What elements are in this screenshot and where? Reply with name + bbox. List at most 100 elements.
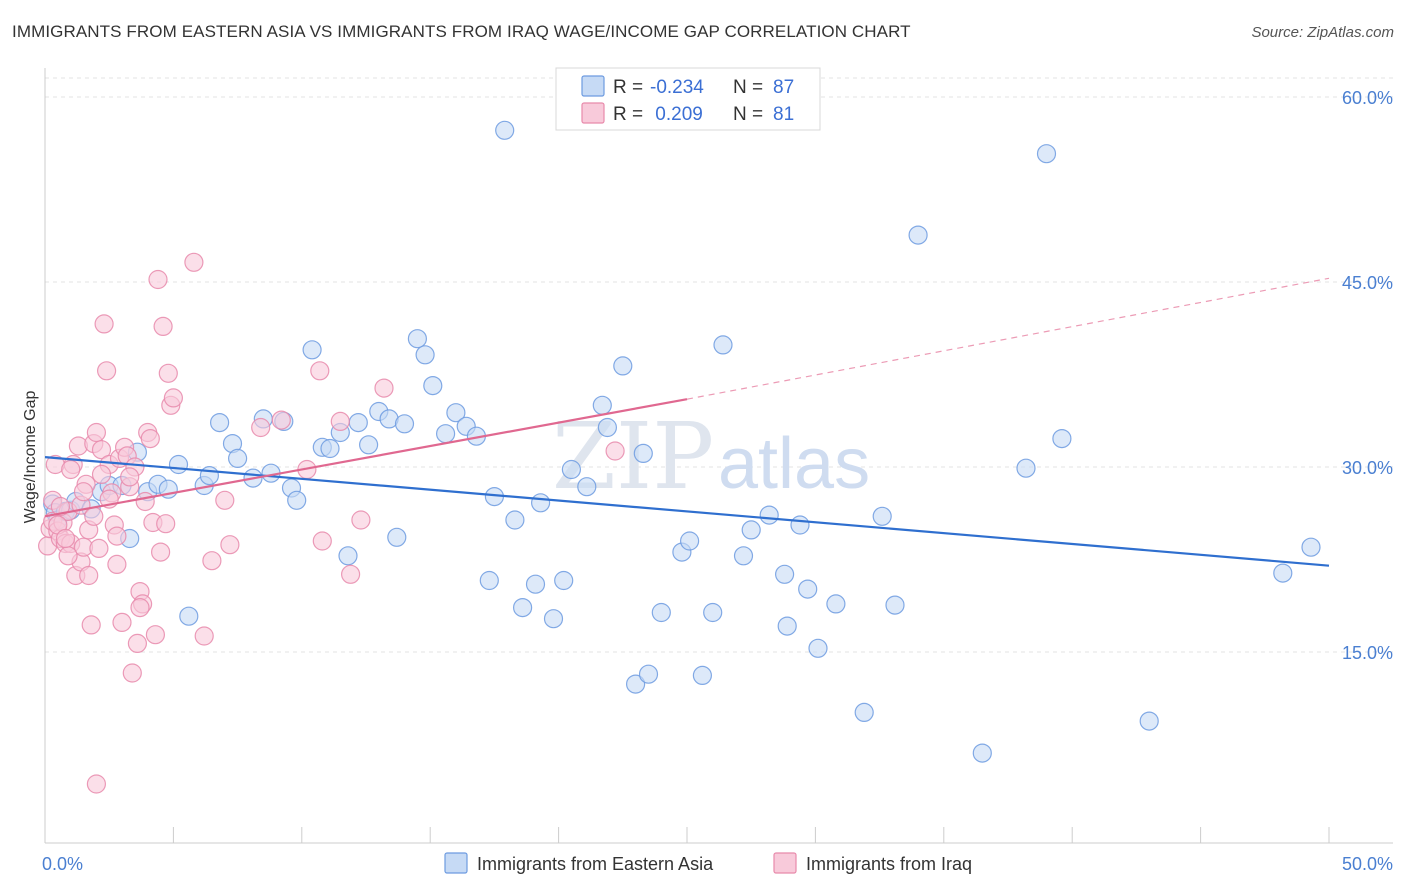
point-eastern-asia-15 [168, 454, 189, 475]
point-eastern-asia-73 [777, 616, 797, 636]
point-iraq-66 [605, 441, 625, 461]
point-iraq-38 [135, 491, 155, 512]
point-iraq-17 [81, 615, 101, 635]
point-iraq-78 [91, 464, 112, 484]
point-eastern-asia-79 [872, 506, 892, 526]
point-eastern-asia-18 [199, 466, 219, 486]
point-eastern-asia-28 [302, 340, 322, 360]
stats-legend: R = -0.234 N = 87 R = 0.209 N = 81 [555, 67, 821, 131]
point-eastern-asia-34 [359, 435, 379, 455]
point-iraq-42 [145, 625, 165, 645]
legend-n-value-1: 87 [773, 77, 794, 98]
point-eastern-asia-81 [908, 225, 928, 245]
point-eastern-asia-84 [1036, 144, 1057, 164]
point-eastern-asia-27 [287, 490, 307, 510]
point-eastern-asia-85 [1052, 429, 1072, 449]
point-eastern-asia-33 [348, 413, 368, 433]
point-eastern-asia-54 [554, 570, 574, 591]
point-eastern-asia-72 [774, 564, 795, 584]
point-eastern-asia-56 [577, 477, 597, 497]
legend-r-label-2: R = [613, 104, 643, 125]
point-iraq-46 [156, 514, 176, 534]
point-eastern-asia-67 [703, 602, 723, 623]
point-iraq-60 [310, 361, 330, 381]
bottom-legend-label-eastern-asia: Immigrants from Eastern Asia [477, 854, 714, 874]
point-eastern-asia-65 [679, 531, 700, 551]
point-eastern-asia-43 [446, 403, 466, 423]
point-eastern-asia-86 [1139, 711, 1159, 731]
point-iraq-35 [127, 633, 147, 654]
legend-swatch-eastern-asia [581, 75, 605, 97]
x-tick-label-1: 50.0% [1342, 854, 1393, 874]
point-iraq-56 [194, 626, 214, 646]
point-iraq-69 [58, 546, 78, 566]
trend-extension-iraq [686, 277, 1330, 400]
point-iraq-67 [61, 459, 81, 480]
point-eastern-asia-83 [1016, 458, 1036, 478]
point-eastern-asia-75 [798, 579, 818, 599]
point-eastern-asia-55 [561, 459, 582, 480]
point-iraq-55 [184, 252, 204, 272]
point-eastern-asia-51 [525, 574, 546, 594]
legend-n-value-2: 81 [773, 104, 794, 125]
series-legend: Immigrants from Eastern Asia Immigrants … [444, 852, 972, 874]
chart-source: Source: ZipAtlas.com [1251, 24, 1394, 41]
point-iraq-43 [148, 269, 168, 290]
point-iraq-45 [153, 316, 173, 336]
point-iraq-20 [89, 538, 109, 559]
point-eastern-asia-39 [407, 329, 427, 349]
point-eastern-asia-88 [1301, 537, 1321, 557]
point-eastern-asia-58 [597, 417, 618, 438]
point-iraq-64 [351, 510, 371, 530]
point-eastern-asia-53 [543, 609, 564, 629]
point-iraq-49 [163, 388, 183, 408]
point-iraq-53 [215, 490, 235, 510]
point-eastern-asia-76 [808, 638, 828, 658]
point-eastern-asia-78 [854, 702, 874, 723]
point-eastern-asia-49 [505, 510, 525, 530]
point-iraq-23 [96, 361, 117, 381]
point-eastern-asia-82 [972, 743, 992, 763]
point-iraq-47 [158, 363, 178, 383]
point-iraq-61 [312, 531, 332, 551]
point-eastern-asia-77 [826, 594, 846, 614]
point-eastern-asia-61 [633, 443, 653, 463]
legend-swatch-iraq [581, 102, 605, 124]
bottom-legend-swatch-eastern-asia [444, 852, 468, 874]
point-eastern-asia-38 [394, 414, 415, 434]
point-eastern-asia-37 [387, 527, 407, 547]
point-iraq-22 [94, 314, 114, 334]
point-iraq-57 [251, 417, 271, 438]
tick-labels: 15.0% 30.0% 45.0% 60.0% 0.0% 50.0% [42, 88, 1393, 874]
y-tick-label-3: 60.0% [1342, 88, 1393, 108]
point-iraq-74 [107, 554, 127, 575]
point-eastern-asia-46 [479, 570, 499, 591]
point-eastern-asia-50 [512, 597, 533, 618]
legend-n-label-2: N = [733, 104, 763, 125]
point-iraq-29 [112, 612, 132, 633]
point-eastern-asia-60 [625, 674, 646, 694]
point-iraq-44 [151, 542, 171, 562]
point-iraq-19 [86, 422, 107, 443]
point-eastern-asia-87 [1273, 563, 1293, 583]
point-eastern-asia-71 [759, 505, 779, 525]
point-iraq-79 [55, 528, 76, 549]
point-eastern-asia-30 [320, 438, 340, 459]
point-iraq-58 [271, 410, 291, 430]
point-iraq-77 [73, 482, 94, 502]
legend-r-label-1: R = [613, 77, 643, 98]
point-eastern-asia-80 [885, 595, 905, 615]
point-eastern-asia-66 [692, 665, 713, 686]
point-iraq-16 [79, 565, 99, 586]
point-eastern-asia-70 [741, 520, 761, 540]
grid-lines [45, 77, 1393, 653]
legend-r-value-1: -0.234 [650, 77, 704, 98]
point-iraq-51 [130, 597, 150, 618]
point-eastern-asia-52 [530, 493, 551, 513]
point-eastern-asia-62 [638, 664, 659, 684]
watermark-atlas: atlas [718, 424, 870, 504]
point-iraq-40 [140, 429, 160, 449]
point-eastern-asia-32 [338, 546, 358, 566]
point-iraq-27 [107, 526, 127, 546]
trend-lines [44, 277, 1330, 567]
